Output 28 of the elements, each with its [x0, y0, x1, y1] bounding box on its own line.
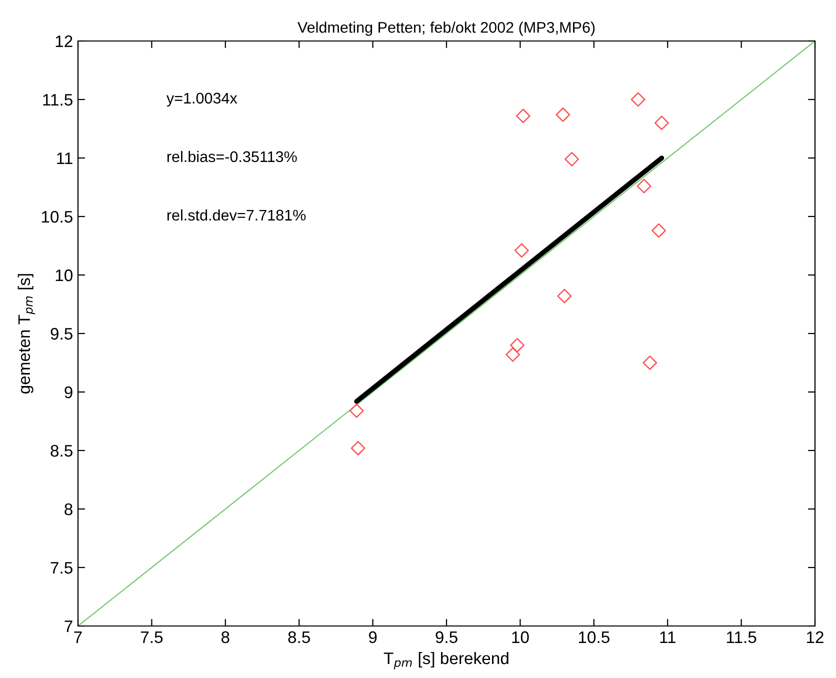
x-tick-label: 8 [221, 631, 230, 644]
y-tick-label: 10 [56, 269, 72, 282]
x-tick-label: 7.5 [140, 631, 163, 644]
x-axis-title: T$_{pm}$ [s] berekend [384, 652, 508, 670]
x-tick-label: 10 [512, 631, 529, 644]
y-tick-label: 11 [57, 152, 72, 164]
x-tick-label: 8.5 [288, 631, 310, 644]
x-tick-label: 11.5 [726, 631, 756, 644]
annotation: rel.std.dev=7.7181% [167, 209, 306, 221]
y-tick-label: 8.5 [50, 444, 72, 457]
y-tick-label: 10.5 [42, 210, 72, 223]
y-tick-label: 7.5 [50, 562, 72, 574]
y-tick-label: 12 [56, 35, 72, 48]
x-tick-label: 12 [807, 631, 824, 643]
y-tick-label: 8 [64, 503, 72, 516]
x-tick-label: 10.5 [578, 631, 610, 644]
y-tick-label: 9.5 [50, 328, 72, 340]
y-tick-label: 7 [64, 620, 72, 632]
y-axis-title: gemeten T$_{pm}$ [s] [18, 274, 36, 394]
y-tick-label: 9 [64, 386, 72, 398]
x-tick-label: 9.5 [436, 631, 458, 644]
annotation: y=1.0034x [166, 92, 238, 107]
y-tick-label: 11.5 [43, 94, 72, 106]
chart-title: Veldmeting Petten; feb/okt 2002 (MP3,MP6) [298, 22, 595, 36]
x-tick-label: 7 [74, 631, 82, 643]
x-tick-label: 9 [368, 631, 377, 644]
x-tick-label: 11 [660, 631, 676, 643]
annotation: rel.bias=-0.35113% [167, 150, 297, 162]
